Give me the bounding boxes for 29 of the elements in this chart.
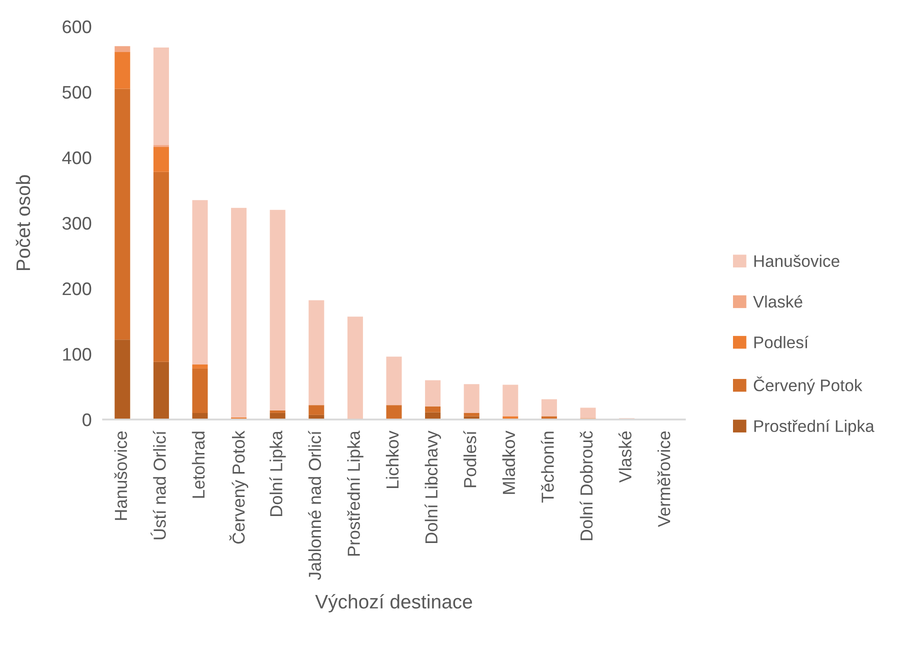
x-tick-label: Lichkov <box>386 430 399 488</box>
x-tick-label: Hanušovice <box>114 431 128 520</box>
x-tick-label: Dolní Libchavy <box>424 430 441 544</box>
x-tick-label: Červený Potok <box>229 430 248 544</box>
x-tick-label: Dolní Lipka <box>269 430 286 516</box>
legend-label: Hanušovice <box>754 254 840 268</box>
x-tick-label: Těchonín <box>540 432 554 503</box>
x-tick-label: Mladkov <box>502 430 516 494</box>
x-tick-label: Verměřovice <box>657 431 670 528</box>
y-tick-label: 200 <box>62 282 92 296</box>
y-tick-label: 0 <box>82 413 92 426</box>
legend-label: Prostřední Lipka <box>754 420 874 436</box>
x-axis-title: Výchozí destinace <box>315 594 472 612</box>
legend-label: Podlesí <box>754 336 809 348</box>
x-tick-label: Dolní Dobrouč <box>580 431 593 540</box>
x-tick-label: Vlaské <box>618 431 632 483</box>
y-tick-label: 100 <box>63 348 92 361</box>
x-tick-label: Jablonné nad Orlicí <box>308 430 322 580</box>
y-tick-label: 300 <box>62 216 92 230</box>
x-tick-label: Letohrad <box>192 432 205 498</box>
x-tick-label: Ústí nad Orlicí <box>150 430 166 540</box>
x-tick-label: Prostřední Lipka <box>347 430 364 556</box>
y-tick-label: 400 <box>62 151 92 164</box>
legend-label: Vlaské <box>753 295 802 308</box>
legend-label: Červený Potok <box>754 376 862 395</box>
y-axis-title: Počet osob <box>16 175 30 270</box>
x-tick-label: Podlesí <box>463 430 476 488</box>
y-tick-label: 600 <box>62 20 92 34</box>
y-tick-label: 500 <box>62 86 92 99</box>
